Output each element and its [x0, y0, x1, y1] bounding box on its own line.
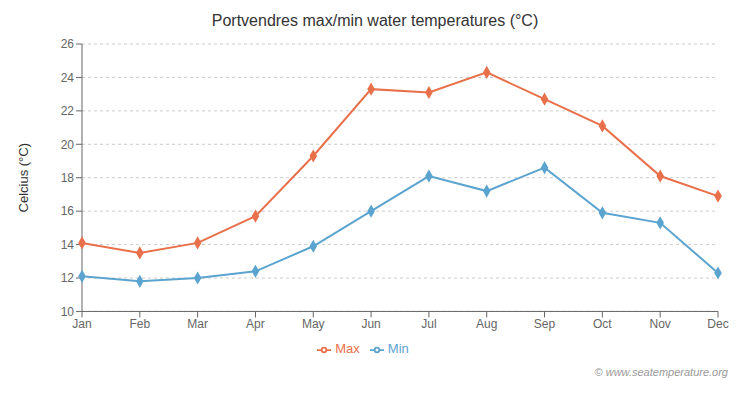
svg-text:10: 10	[61, 305, 75, 319]
svg-text:Celcius (°C): Celcius (°C)	[16, 143, 31, 212]
svg-text:Apr: Apr	[246, 317, 265, 331]
svg-text:Nov: Nov	[650, 317, 671, 331]
svg-text:Oct: Oct	[593, 317, 612, 331]
svg-text:26: 26	[61, 37, 75, 51]
html-text:Min: Min	[387, 341, 409, 357]
html-text:© www.seatemperature.org: © www.seatemperature.org	[594, 366, 728, 378]
svg-text:Mar: Mar	[187, 317, 208, 331]
svg-text:Feb: Feb	[129, 317, 150, 331]
svg-text:12: 12	[61, 271, 75, 285]
svg-text:May: May	[302, 317, 325, 331]
svg-text:Aug: Aug	[476, 317, 497, 331]
svg-text:14: 14	[61, 238, 75, 252]
html-text:Max: Max	[335, 341, 360, 357]
svg-text:22: 22	[61, 104, 75, 118]
svg-text:18: 18	[61, 171, 75, 185]
svg-text:Jun: Jun	[361, 317, 380, 331]
svg-text:20: 20	[61, 138, 75, 152]
html-text:Portvendres max/min water temp: Portvendres max/min water temperatures (…	[211, 12, 539, 29]
svg-text:Jul: Jul	[421, 317, 436, 331]
svg-text:Jan: Jan	[72, 317, 91, 331]
svg-text:Sep: Sep	[534, 317, 556, 331]
svg-text:24: 24	[61, 71, 75, 85]
svg-text:16: 16	[61, 204, 75, 218]
svg-text:Dec: Dec	[707, 317, 728, 331]
